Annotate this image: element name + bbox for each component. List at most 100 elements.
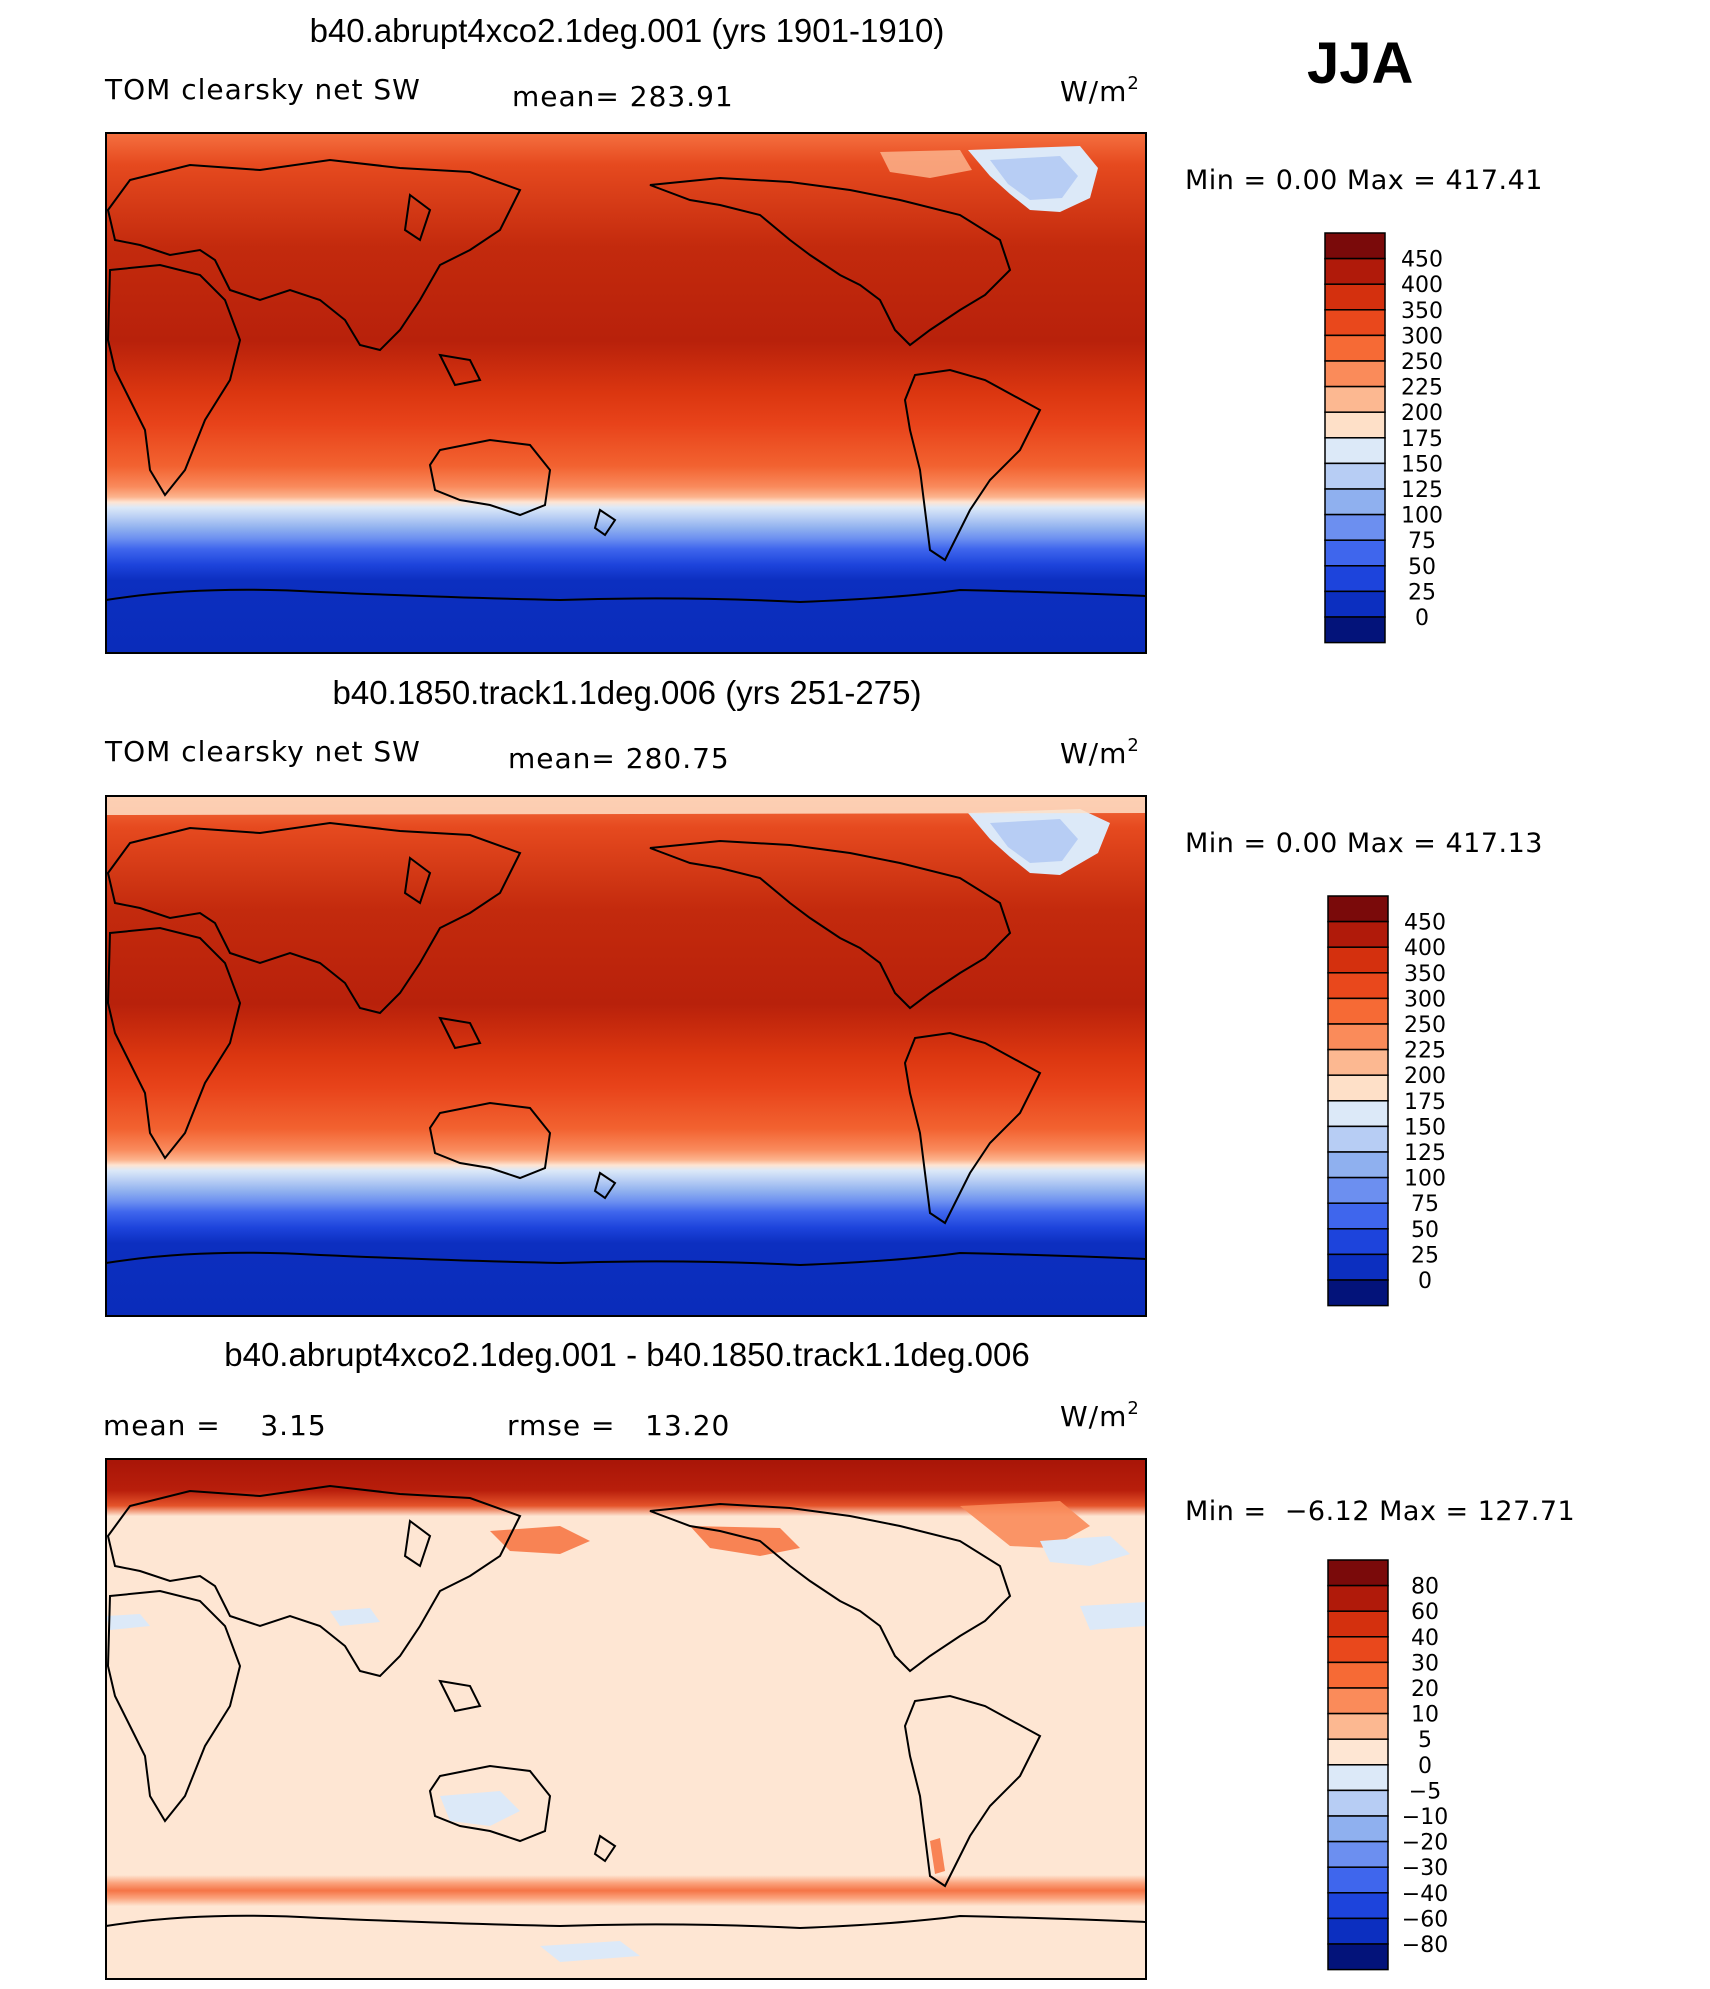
colorbar-label: 175	[1401, 427, 1443, 452]
colorbar-label: 450	[1404, 911, 1446, 936]
colorbar-label: −40	[1402, 1882, 1448, 1907]
colorbar-label: 30	[1411, 1651, 1439, 1676]
colorbar-swatch	[1327, 997, 1389, 1025]
panel-2-variable-label: TOM clearsky net SW	[104, 735, 421, 768]
panel-3-minmax: Min = −6.12 Max = 127.71	[1185, 1496, 1575, 1527]
colorbar-swatch	[1327, 1279, 1389, 1307]
colorbar-swatch	[1324, 437, 1386, 465]
colorbar-swatch	[1327, 1738, 1389, 1766]
panel-2-title: b40.1850.track1.1deg.006 (yrs 251-275)	[333, 674, 922, 711]
colorbar-swatch	[1327, 1048, 1389, 1076]
colorbar-label: −5	[1409, 1779, 1441, 1804]
colorbar-swatch	[1327, 1559, 1389, 1587]
colorbar-swatch	[1327, 895, 1389, 923]
colorbar-swatch	[1324, 590, 1386, 618]
colorbar-swatch	[1327, 1789, 1389, 1817]
panel-2-units: W/m2	[1060, 735, 1140, 770]
colorbar-label: 40	[1411, 1626, 1439, 1651]
colorbar-swatch	[1327, 1815, 1389, 1843]
colorbar-swatch	[1327, 1228, 1389, 1256]
panel-3-mean-label: mean = 3.15	[103, 1409, 327, 1442]
colorbar-label: −30	[1402, 1856, 1448, 1881]
colorbar-label: 200	[1401, 401, 1443, 426]
panel-2-map	[105, 796, 1147, 1316]
colorbar-label: 225	[1401, 376, 1443, 401]
colorbar-swatch	[1327, 1943, 1389, 1971]
panel-1-mean-label: mean= 283.91	[512, 80, 734, 113]
colorbar-swatch	[1327, 946, 1389, 974]
panel-3: b40.abrupt4xco2.1deg.001 - b40.1850.trac…	[103, 1336, 1575, 1980]
colorbar-swatch	[1327, 1176, 1389, 1204]
colorbar-label: 75	[1408, 529, 1436, 554]
panel-2-mean-label: mean= 280.75	[508, 742, 730, 775]
colorbar-label: 0	[1415, 606, 1429, 631]
panel-2-frame	[105, 795, 1147, 1317]
colorbar-label: 25	[1408, 580, 1436, 605]
colorbar-swatch	[1327, 1151, 1389, 1179]
colorbar-swatch	[1324, 257, 1386, 285]
colorbar-label: 25	[1411, 1243, 1439, 1268]
panel-1-frame	[105, 132, 1147, 654]
colorbar-label: 100	[1404, 1167, 1446, 1192]
colorbar-label: −10	[1402, 1805, 1448, 1830]
colorbar-swatch	[1327, 1636, 1389, 1664]
panel-3-coastlines	[105, 1484, 1147, 1930]
colorbar-label: 20	[1411, 1677, 1439, 1702]
colorbar-swatch	[1327, 1866, 1389, 1894]
colorbar-label: 150	[1401, 452, 1443, 477]
colorbar-swatch	[1327, 1100, 1389, 1128]
colorbar-label: 80	[1411, 1575, 1439, 1600]
colorbar-swatch	[1324, 513, 1386, 541]
season-label: JJA	[1307, 31, 1413, 96]
colorbar-swatch	[1327, 1892, 1389, 1920]
colorbar-swatch	[1327, 1584, 1389, 1612]
colorbar-label: 125	[1404, 1141, 1446, 1166]
colorbar-swatch	[1324, 488, 1386, 516]
panel-3-frame	[105, 1458, 1147, 1980]
colorbar-swatch	[1327, 1712, 1389, 1740]
panel-2-minmax: Min = 0.00 Max = 417.13	[1185, 828, 1543, 859]
panel-1-minmax: Min = 0.00 Max = 417.41	[1185, 165, 1543, 196]
colorbar-label: 350	[1404, 962, 1446, 987]
colorbar-swatch	[1327, 1125, 1389, 1153]
panel-1-title: b40.abrupt4xco2.1deg.001 (yrs 1901-1910)	[310, 12, 945, 49]
colorbar-swatch	[1324, 309, 1386, 337]
colorbar-swatch	[1327, 1610, 1389, 1638]
colorbar-swatch	[1327, 1917, 1389, 1945]
colorbar-label: 50	[1408, 555, 1436, 580]
colorbar-swatch	[1327, 1840, 1389, 1868]
colorbar-label: 150	[1404, 1115, 1446, 1140]
colorbar-label: 450	[1401, 248, 1443, 273]
colorbar-swatch	[1327, 1023, 1389, 1051]
colorbar-label: 75	[1411, 1192, 1439, 1217]
panel-2-coastlines	[105, 821, 1147, 1267]
colorbar-label: −20	[1402, 1831, 1448, 1856]
colorbar-swatch	[1327, 920, 1389, 948]
colorbar-swatch	[1324, 539, 1386, 567]
colorbar-swatch	[1324, 411, 1386, 439]
panel-3-map	[105, 1459, 1147, 1979]
panel-1-variable-label: TOM clearsky net SW	[104, 73, 421, 106]
colorbar-label: 175	[1404, 1090, 1446, 1115]
colorbar-swatch	[1327, 1661, 1389, 1689]
colorbar-swatch	[1324, 360, 1386, 388]
colorbar-label: 225	[1404, 1039, 1446, 1064]
colorbar-swatch	[1324, 283, 1386, 311]
colorbar-swatch	[1327, 1764, 1389, 1792]
colorbar-label: −60	[1402, 1907, 1448, 1932]
colorbar-swatch	[1324, 462, 1386, 490]
colorbar-swatch	[1324, 565, 1386, 593]
colorbar-label: 400	[1404, 936, 1446, 961]
panel-1-coastlines	[105, 158, 1147, 604]
colorbar-swatch	[1324, 616, 1386, 644]
colorbar-label: 10	[1411, 1703, 1439, 1728]
colorbar-swatch	[1324, 334, 1386, 362]
panel-3-rmse-label: rmse = 13.20	[507, 1409, 730, 1442]
panel-1-units: W/m2	[1060, 73, 1140, 108]
colorbar-label: 5	[1418, 1728, 1432, 1753]
